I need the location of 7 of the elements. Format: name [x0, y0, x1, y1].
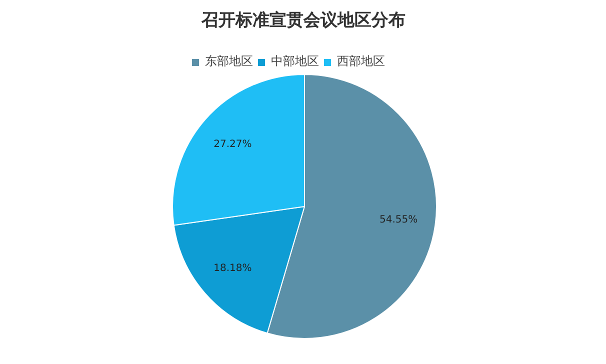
chart-title: 召开标准宣贯会议地区分布 — [200, 10, 406, 30]
legend-label: 东部地区 — [205, 53, 253, 70]
data-label: 27.27% — [214, 138, 252, 150]
legend-label: 西部地区 — [337, 53, 385, 70]
data-label: 18.18% — [214, 263, 252, 274]
data-label: 54.55% — [380, 214, 418, 226]
legend-label: 中部地区 — [271, 53, 319, 70]
